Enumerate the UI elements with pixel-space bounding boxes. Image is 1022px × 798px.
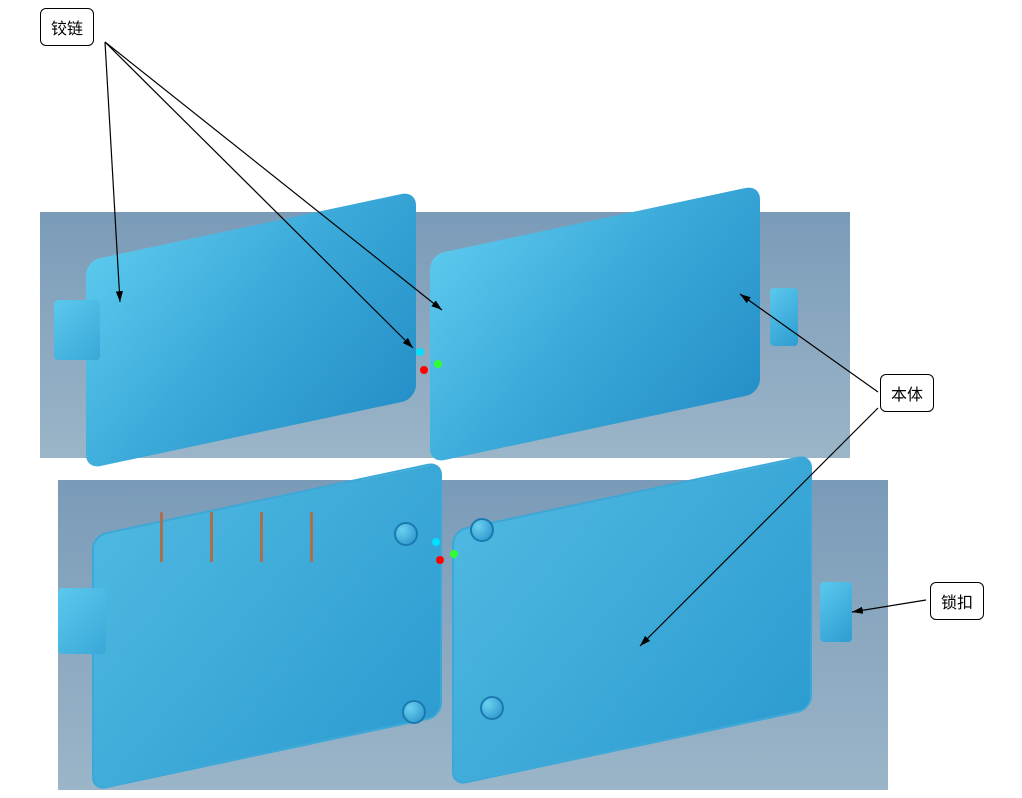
rib: [260, 512, 263, 563]
boss: [402, 700, 426, 724]
boss: [394, 522, 418, 546]
boss: [480, 696, 504, 720]
label-latch: 锁扣: [930, 582, 984, 620]
latch-tab-bottom: [820, 582, 852, 642]
rib: [210, 512, 213, 563]
label-body: 本体: [880, 374, 934, 412]
latch-tab-top: [770, 288, 798, 346]
rib: [160, 512, 163, 563]
label-hinge: 铰链: [40, 8, 94, 46]
hinge-tab-top: [54, 300, 100, 360]
hinge-tab-bottom: [58, 588, 106, 654]
boss: [470, 518, 494, 542]
rib: [310, 512, 313, 563]
